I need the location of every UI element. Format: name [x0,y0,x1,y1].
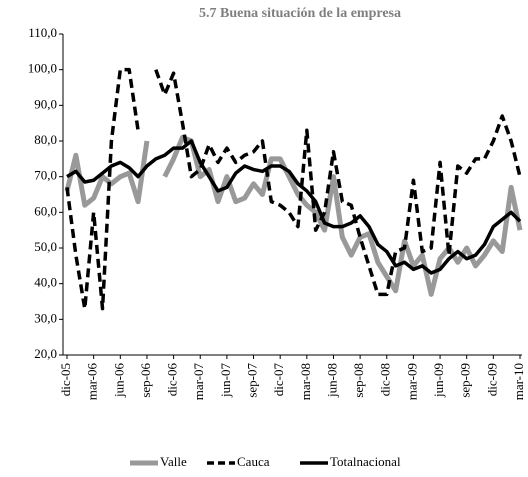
y-tick-label: 40,0 [34,275,57,290]
y-tick-label: 80,0 [34,132,57,147]
legend-label: Valle [160,454,187,469]
series-line [66,139,522,275]
legend-label: Cauca [237,454,270,469]
chart-title: 5.7 Buena situación de la empresa [199,6,401,21]
x-tick-label: jun-09 [431,363,446,398]
x-tick-label: dic-06 [165,363,180,397]
x-tick-label: mar-06 [85,363,100,401]
y-tick-label: 50,0 [34,239,57,254]
x-tick-label: sep-06 [138,363,153,398]
x-tick-label: dic-05 [58,363,73,396]
y-tick-label: 100,0 [28,61,57,76]
y-tick-label: 60,0 [34,203,57,218]
y-tick-label: 90,0 [34,96,57,111]
x-tick-label: mar-10 [511,363,526,400]
x-tick-label: sep-09 [458,363,473,398]
x-tick-label: jun-06 [111,363,126,398]
x-tick-label: mar-08 [298,363,313,400]
x-tick-label: jun-08 [324,363,339,398]
x-tick-label: sep-08 [351,363,366,398]
series-line [64,140,150,208]
y-tick-label: 20,0 [34,346,57,361]
y-tick-label: 110,0 [28,25,57,40]
x-tick-label: mar-09 [404,363,419,400]
legend-label: Totalnacional [330,454,401,469]
x-tick-label: sep-07 [245,363,260,398]
series-line [65,67,140,311]
y-tick-label: 70,0 [34,168,57,183]
x-tick-label: jun-07 [218,363,233,398]
y-tick-label: 30,0 [34,310,57,325]
series-line [154,69,522,297]
x-tick-label: dic-09 [484,363,499,396]
x-tick-label: dic-07 [271,363,286,397]
x-tick-label: dic-08 [378,363,393,396]
series-line [162,134,523,297]
x-tick-label: mar-07 [191,363,206,401]
